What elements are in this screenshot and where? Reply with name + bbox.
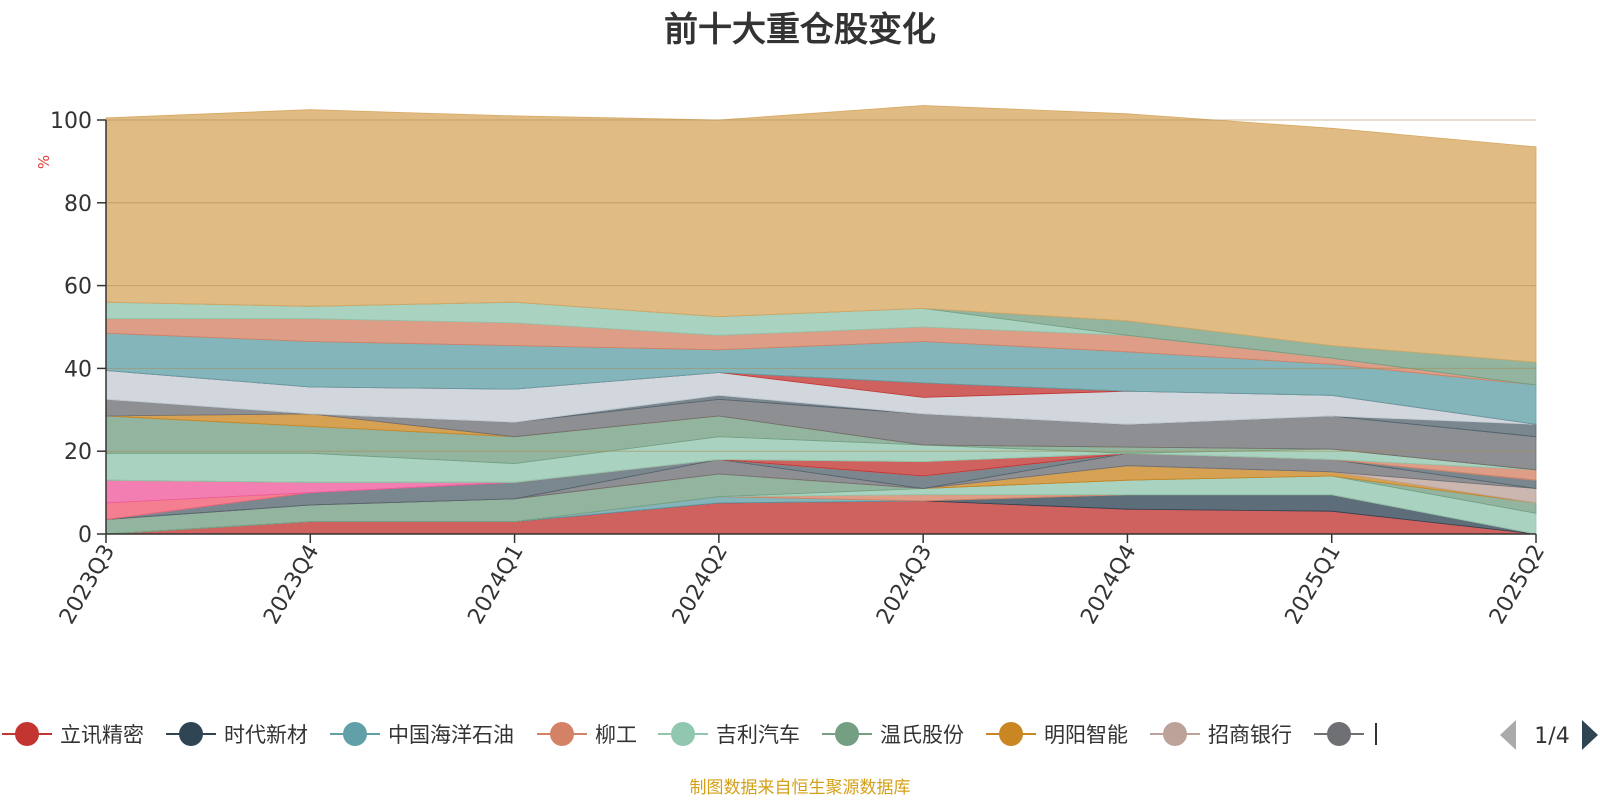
y-axis-unit-label: % [35, 155, 53, 169]
x-tick-label: 2023Q3 [55, 541, 120, 629]
legend-item-label: 柳工 [595, 723, 637, 747]
legend-clipped-label [1375, 723, 1377, 745]
legend-item[interactable] [1314, 722, 1377, 746]
legend-item[interactable]: 中国海洋石油 [330, 722, 514, 747]
legend-item[interactable]: 明阳智能 [986, 722, 1128, 747]
legend-item[interactable]: 柳工 [537, 722, 637, 747]
x-tick-label: 2024Q4 [1076, 541, 1141, 629]
legend-dot-icon [1327, 722, 1351, 746]
legend-item-label: 明阳智能 [1044, 723, 1128, 747]
legend-dot-icon [179, 722, 203, 746]
legend-dot-icon [15, 722, 39, 746]
legend-item-label: 吉利汽车 [716, 723, 800, 747]
legend-prev-page-icon[interactable] [1500, 720, 1516, 750]
legend-item[interactable]: 温氏股份 [822, 722, 964, 747]
legend-dot-icon [835, 722, 859, 746]
legend-item[interactable]: 立讯精密 [2, 722, 144, 747]
chart-title: 前十大重仓股变化 [664, 10, 936, 50]
x-tick-label: 2024Q3 [872, 541, 937, 629]
x-tick-label: 2024Q2 [668, 541, 733, 629]
legend-layer: 立讯精密 时代新材 中国海洋石油 柳工 吉利汽车 温氏股份 明阳智能 招商银行 1/4 [2, 720, 1598, 750]
x-tick-label: 2025Q1 [1281, 541, 1346, 629]
legend-item-label: 立讯精密 [60, 723, 144, 747]
y-tick-label: 80 [64, 192, 92, 217]
legend-next-page-icon[interactable] [1582, 720, 1598, 750]
legend-item-label: 温氏股份 [880, 723, 964, 747]
legend-item[interactable]: 吉利汽车 [658, 722, 800, 747]
legend-dot-icon [999, 722, 1023, 746]
legend-dot-icon [671, 722, 695, 746]
legend-item-label: 时代新材 [224, 723, 308, 747]
x-tick-label: 2025Q2 [1485, 541, 1550, 629]
legend-item[interactable]: 招商银行 [1150, 722, 1292, 747]
y-tick-label: 60 [64, 275, 92, 300]
y-tick-label: 40 [64, 357, 92, 382]
legend-item[interactable]: 时代新材 [166, 722, 308, 747]
legend-item-label: 招商银行 [1208, 723, 1292, 747]
area-series-29 [105, 105, 1537, 363]
y-tick-label: 20 [64, 440, 92, 465]
area-layer [105, 105, 1537, 535]
legend-page-indicator: 1/4 [1534, 724, 1569, 749]
x-tick-label: 2024Q1 [463, 541, 528, 629]
legend-item-label: 中国海洋石油 [388, 723, 514, 747]
legend-dot-icon [550, 722, 574, 746]
legend-dot-icon [1163, 722, 1187, 746]
y-tick-label: 100 [50, 109, 92, 134]
legend-dot-icon [343, 722, 367, 746]
y-tick-label: 0 [78, 523, 92, 548]
x-tick-label: 2023Q4 [259, 541, 324, 629]
source-note: 制图数据来自恒生聚源数据库 [689, 778, 911, 798]
